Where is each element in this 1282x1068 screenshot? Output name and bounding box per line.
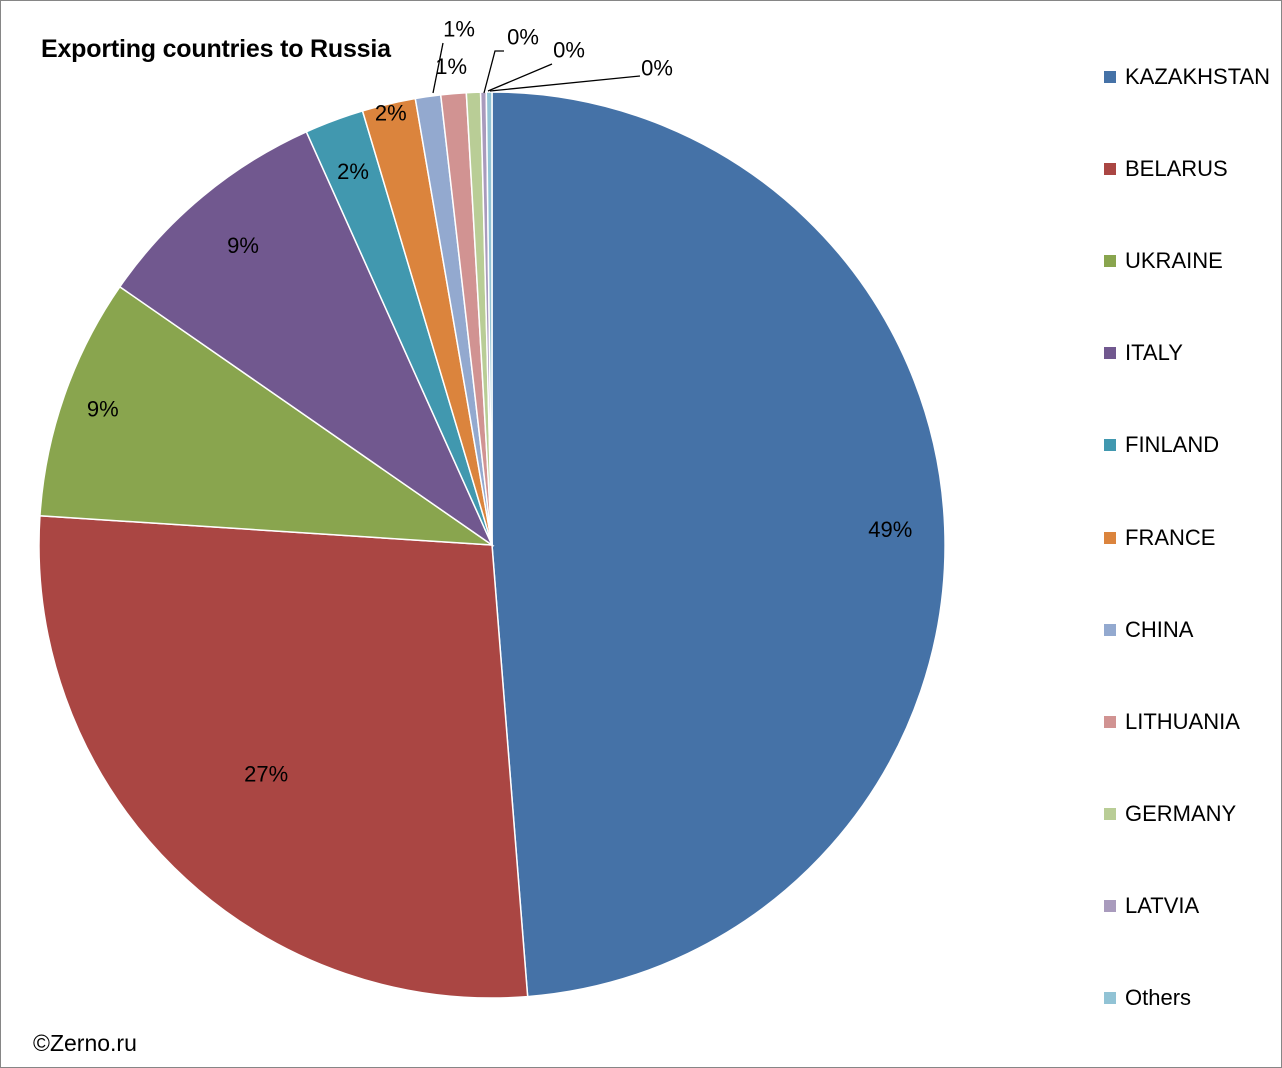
legend-item-belarus: BELARUS <box>1104 153 1228 185</box>
data-label-germany: 0% <box>507 25 539 50</box>
data-label-france: 2% <box>375 100 407 125</box>
leader-line-others <box>489 75 641 92</box>
legend-swatch <box>1104 715 1116 728</box>
legend-swatch <box>1104 531 1116 544</box>
data-label-latvia: 0% <box>553 38 585 63</box>
legend-label: KAZAKHSTAN <box>1125 64 1271 89</box>
legend-swatch <box>1104 255 1116 268</box>
chart-title: Exporting countries to Russia <box>41 35 391 63</box>
legend-swatch <box>1104 992 1116 1004</box>
data-label-ukraine: 9% <box>87 397 119 422</box>
legend-label: Others <box>1125 985 1192 1010</box>
legend-swatch <box>1104 899 1116 912</box>
legend-swatch <box>1104 439 1116 452</box>
legend-item-china: CHINA <box>1104 614 1193 646</box>
legend-label: UKRAINE <box>1125 248 1223 274</box>
pie-slice-italy <box>118 130 494 548</box>
legend-label: BELARUS <box>1125 156 1228 182</box>
legend-item-latvia: LATVIA <box>1104 890 1199 922</box>
pie-slice-belarus <box>38 514 529 999</box>
legend-item-kazakhstan: KAZAKHSTAN <box>1104 61 1270 93</box>
data-label-others: 0% <box>641 56 673 81</box>
data-label-kazakhstan: 49% <box>868 517 912 542</box>
legend-item-ukraine: UKRAINE <box>1104 245 1223 277</box>
leader-line-latvia <box>487 63 553 92</box>
legend-label: LITHUANIA <box>1125 708 1240 734</box>
data-label-finland: 2% <box>337 159 369 184</box>
legend-label: LATVIA <box>1125 892 1200 918</box>
legend-item-germany: GERMANY <box>1104 798 1236 830</box>
legend-label: CHINA <box>1125 616 1194 642</box>
legend-swatch <box>1104 163 1116 176</box>
legend-item-france: FRANCE <box>1104 522 1215 554</box>
legend-label: GERMANY <box>1125 800 1237 826</box>
legend-label: ITALY <box>1125 340 1183 366</box>
leader-line-china <box>432 42 444 94</box>
legend-swatch <box>1104 71 1116 83</box>
legend-item-lithuania: LITHUANIA <box>1104 706 1240 738</box>
legend-item-finland: FINLAND <box>1104 429 1219 461</box>
legend-swatch <box>1104 807 1116 820</box>
copyright-text: ©Zerno.ru <box>33 1030 137 1056</box>
legend-swatch <box>1104 347 1116 360</box>
legend-label: FINLAND <box>1125 432 1220 458</box>
leader-line-germany <box>483 50 504 94</box>
data-label-belarus: 27% <box>244 762 288 787</box>
pie-slice-ukraine <box>39 285 495 546</box>
legend-swatch <box>1104 623 1116 636</box>
pie-slice-others <box>485 91 493 546</box>
legend-label: FRANCE <box>1125 524 1216 550</box>
legend-item-others: Others <box>1104 982 1191 1014</box>
legend-item-italy: ITALY <box>1104 337 1183 369</box>
data-label-italy: 9% <box>227 233 259 258</box>
pie-slice-kazakhstan <box>491 91 946 998</box>
data-label-china: 1% <box>443 17 475 42</box>
data-label-lithuania: 1% <box>435 54 467 79</box>
